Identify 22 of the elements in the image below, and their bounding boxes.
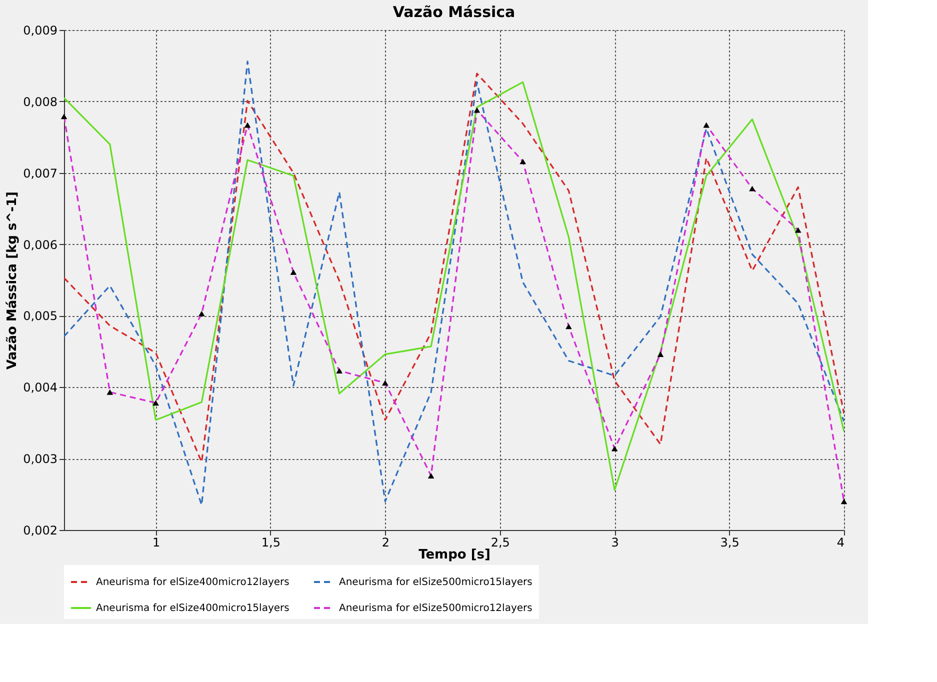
x-axis-title: Tempo [s] — [418, 548, 490, 562]
x-tick-label: 3,5 — [720, 536, 740, 550]
y-tick-label: 0,003 — [23, 452, 58, 466]
x-tick-label: 2 — [382, 536, 390, 550]
y-tick-label: 0,007 — [23, 166, 58, 180]
y-tick-label: 0,002 — [23, 524, 58, 538]
y-tick-label: 0,004 — [23, 380, 58, 395]
x-tick-label: 3 — [611, 536, 619, 550]
y-tick-label: 0,005 — [23, 309, 58, 324]
chart-title: Vazão Mássica — [392, 3, 516, 21]
y-tick-label: 0,006 — [23, 238, 58, 252]
y-tick-label: 0,009 — [23, 24, 58, 38]
legend-label: Aneurisma for elSize400micro12layers — [96, 577, 290, 588]
y-tick-label: 0,008 — [23, 94, 58, 109]
legend-label: Aneurisma for elSize500micro12layers — [339, 603, 532, 614]
x-tick-label: 2,5 — [490, 536, 510, 550]
legend-label: Aneurisma for elSize400micro15layers — [96, 603, 290, 614]
x-tick-label: 1 — [152, 536, 160, 550]
x-tick-label: 4 — [836, 536, 844, 550]
x-tick-label: 1,5 — [261, 536, 281, 550]
legend-label: Aneurisma for elSize500micro15layers — [339, 577, 532, 588]
y-axis-title: Vazão Mássica [kg s^-1] — [5, 192, 20, 370]
